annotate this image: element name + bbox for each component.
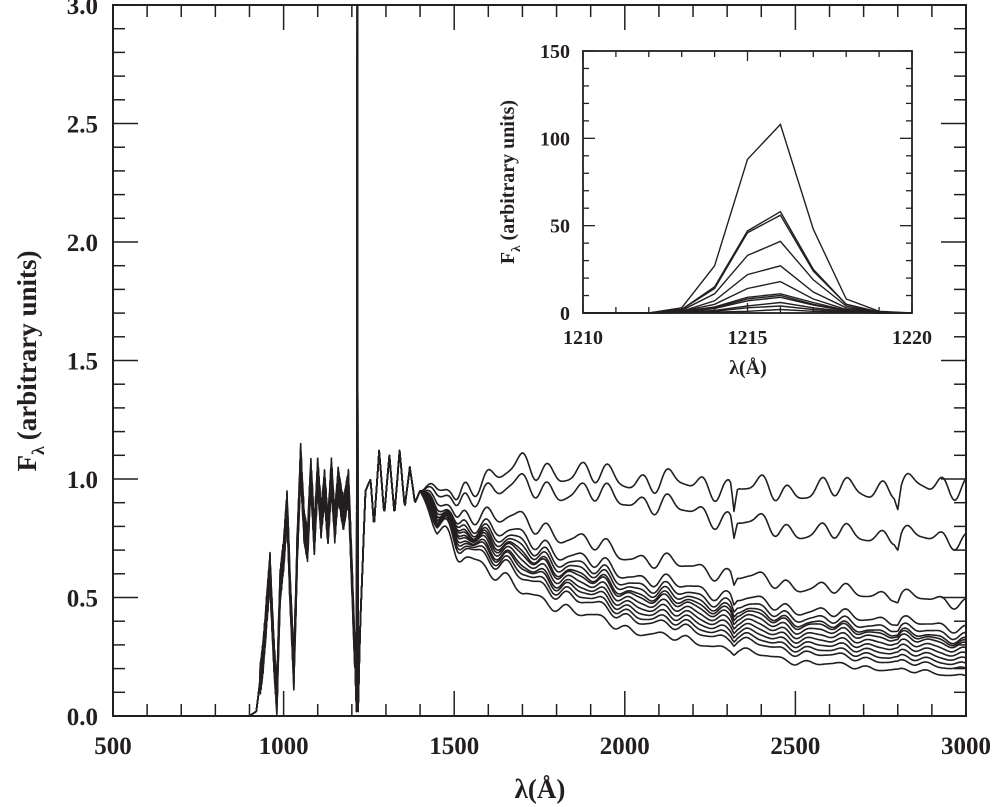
svg-text:Fλ(arbitrary units): Fλ (arbitrary units) <box>497 100 523 264</box>
inset-y-tick-label: 0 <box>560 303 570 325</box>
inset-plot: 1210 1215 1220 0 50 100 150 <box>540 41 932 349</box>
inset-x-tick-label: 1215 <box>728 327 768 349</box>
y-label-lambda-sub: λ <box>28 446 48 455</box>
inset-y-tick-label: 100 <box>540 128 570 150</box>
inset-x-tick-label: 1220 <box>892 327 932 349</box>
x-tick-label: 2500 <box>770 733 820 760</box>
main-series-line-s14 <box>113 5 966 716</box>
y-tick-label: 2.5 <box>67 112 98 139</box>
inset-y-label-units: (arbitrary units) <box>497 100 519 241</box>
x-tick-label: 2000 <box>600 733 650 760</box>
y-tick-label: 1.0 <box>67 467 98 494</box>
y-tick-label: 0.0 <box>67 704 98 731</box>
inset-y-tick-label: 50 <box>550 216 570 238</box>
main-plot: 500 1000 1500 2000 2500 30000.00.51.01.52.02.… <box>67 0 991 760</box>
inset-x-tick-label: 1210 <box>563 327 603 349</box>
x-tick-label: 500 <box>94 733 132 760</box>
inset-y-tick-label: 150 <box>540 41 570 63</box>
x-tick-label: 1000 <box>259 733 309 760</box>
svg-text:Fλ(arbitrary units): Fλ (arbitrary units) <box>12 250 48 471</box>
y-label-units: (arbitrary units) <box>12 250 42 440</box>
y-label-f: F <box>12 455 42 472</box>
inset-y-axis-label: Fλ (arbitrary units) <box>497 100 523 264</box>
main-x-axis-label: λ(Å) <box>515 774 566 804</box>
main-series-group <box>113 5 966 716</box>
main-y-axis-label: Fλ (arbitrary units) <box>12 250 48 471</box>
x-tick-label: 3000 <box>941 733 991 760</box>
y-tick-label: 1.5 <box>67 349 98 376</box>
inset-x-axis-label: λ(Å) <box>729 356 767 379</box>
y-tick-label: 2.0 <box>67 230 98 257</box>
y-tick-label: 3.0 <box>67 0 98 20</box>
y-tick-label: 0.5 <box>67 586 98 613</box>
inset-y-label-lambda-sub: λ <box>508 245 523 252</box>
x-tick-label: 1500 <box>429 733 479 760</box>
inset-y-label-f: F <box>497 252 519 264</box>
